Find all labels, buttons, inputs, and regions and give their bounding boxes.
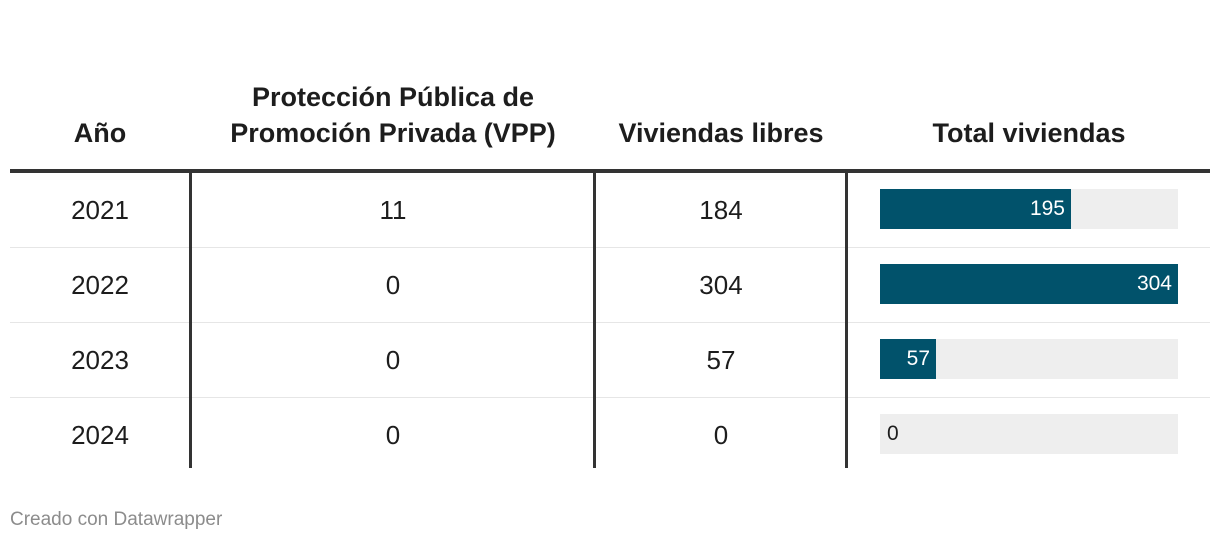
cell-libres: 184 xyxy=(699,195,743,225)
bar-track: 195 xyxy=(880,189,1178,229)
cell-vpp: 0 xyxy=(385,270,401,300)
table-header: Año Protección Pública de Promoción Priv… xyxy=(10,0,1210,173)
cell-libres: 0 xyxy=(713,420,729,450)
column-divider-2 xyxy=(593,173,596,468)
bar-total-viviendas xyxy=(880,264,1178,304)
column-divider-3 xyxy=(845,173,848,468)
bar-total-viviendas xyxy=(880,189,1071,229)
bar-value-label: 304 xyxy=(1136,272,1172,295)
bar-value-label: 0 xyxy=(887,422,899,445)
bar-track: 304 xyxy=(880,264,1178,304)
bar-track: 0 xyxy=(880,414,1178,454)
bar-track: 57 xyxy=(880,339,1178,379)
bar-value-label: 57 xyxy=(906,347,930,370)
bar-value-label: 195 xyxy=(1029,197,1065,220)
column-header-libres: Viviendas libres xyxy=(618,118,824,148)
column-header-year: Año xyxy=(73,118,127,148)
cell-year: 2022 xyxy=(71,270,129,300)
cell-year: 2021 xyxy=(71,195,129,225)
table-row: 2021 11 184 195 xyxy=(10,173,1210,248)
table-row: 2022 0 304 304 xyxy=(10,248,1210,323)
cell-vpp: 0 xyxy=(385,420,401,450)
table-row: 2023 0 57 57 xyxy=(10,323,1210,398)
table-row: 2024 0 0 0 xyxy=(10,398,1210,472)
column-divider-1 xyxy=(189,173,192,468)
cell-libres: 304 xyxy=(699,270,743,300)
table-body: 2021 11 184 195 2022 0 304 304 2023 0 57 57 2024 0 0 0 xyxy=(10,173,1210,472)
cell-vpp: 11 xyxy=(379,195,407,225)
header-divider xyxy=(10,169,1210,173)
bar-total-viviendas xyxy=(880,339,936,379)
footer-credit: Creado con Datawrapper xyxy=(10,509,223,530)
cell-vpp: 0 xyxy=(385,345,401,375)
column-header-total: Total viviendas xyxy=(932,118,1126,148)
column-header-vpp: Protección Pública de Promoción Privada … xyxy=(230,82,556,148)
data-table: Año Protección Pública de Promoción Priv… xyxy=(10,0,1210,472)
cell-year: 2023 xyxy=(71,345,129,375)
cell-libres: 57 xyxy=(706,345,736,375)
cell-year: 2024 xyxy=(71,420,129,450)
